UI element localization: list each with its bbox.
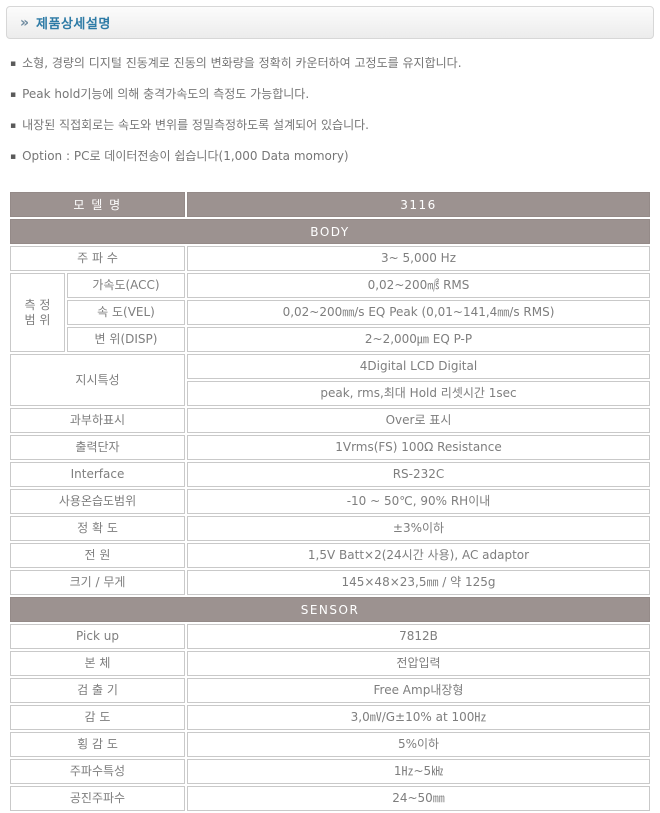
spec-value-cell: 1Vrms(FS) 100Ω Resistance — [187, 435, 650, 460]
table-row: 주파수특성 1㎐~5㎑ — [10, 759, 650, 784]
spec-value-cell: 24~50㎜ — [187, 786, 650, 811]
feature-text: Option : PC로 데이터전송이 쉽습니다(1,000 Data momo… — [22, 149, 349, 163]
spec-value-cell: 145×48×23,5㎜ / 약 125g — [187, 570, 650, 595]
spec-value-cell: ±3%이하 — [187, 516, 650, 541]
feature-item: ▪ 소형, 경량의 디지털 진동계로 진동의 변화량을 정확히 카운터하여 고정도… — [10, 56, 650, 71]
table-row: Interface RS-232C — [10, 462, 650, 487]
table-row: 주 파 수 3~ 5,000 Hz — [10, 246, 650, 271]
spec-table: 모 델 명 3116 BODY 주 파 수 3~ 5,000 Hz 측 정 범 위 가속… — [8, 190, 652, 813]
spec-label-cell: 지시특성 — [10, 354, 185, 406]
table-row: 공진주파수 24~50㎜ — [10, 786, 650, 811]
spec-label-cell: 전 원 — [10, 543, 185, 568]
spec-value-cell: 3,0㎷/G±10% at 100㎐ — [187, 705, 650, 730]
feature-text: 소형, 경량의 디지털 진동계로 진동의 변화량을 정확히 카운터하여 고정도를… — [22, 56, 462, 70]
spec-label-cell: 정 확 도 — [10, 516, 185, 541]
table-row: 측 정 범 위 가속도(ACC) 0,02~200㎨ RMS — [10, 273, 650, 352]
spec-value-cell: 전압입력 — [187, 651, 650, 676]
spec-label-cell: 크기 / 무게 — [10, 570, 185, 595]
spec-label-cell: 출력단자 — [10, 435, 185, 460]
spec-label-cell: 감 도 — [10, 705, 185, 730]
section-band-cell: BODY — [10, 219, 650, 244]
feature-text: Peak hold기능에 의해 충격가속도의 측정도 가능합니다. — [22, 87, 310, 101]
section-titlebar: » 제품상세설명 — [6, 6, 654, 39]
spec-label-cell: Pick up — [10, 624, 185, 649]
spec-label-cell: 공진주파수 — [10, 786, 185, 811]
spec-label-cell: 횡 감 도 — [10, 732, 185, 757]
table-row: 감 도 3,0㎷/G±10% at 100㎐ — [10, 705, 650, 730]
section-band-row: SENSOR — [10, 597, 650, 622]
spec-value-cell: -10 ~ 50℃, 90% RH이내 — [187, 489, 650, 514]
table-row: peak, rms,최대 Hold 리셋시간 1sec — [10, 381, 650, 406]
table-row: 출력단자 1Vrms(FS) 100Ω Resistance — [10, 435, 650, 460]
spec-value-cell: RS-232C — [187, 462, 650, 487]
spec-label-cell: Interface — [10, 462, 185, 487]
spec-value-cell: 7812B — [187, 624, 650, 649]
spec-label-cell: 사용온습도범위 — [10, 489, 185, 514]
table-row: 크기 / 무게 145×48×23,5㎜ / 약 125g — [10, 570, 650, 595]
spec-value-cell: peak, rms,최대 Hold 리셋시간 1sec — [187, 381, 650, 406]
spec-label-cell: 측 정 범 위 — [10, 273, 65, 352]
section-band-cell: SENSOR — [10, 597, 650, 622]
spec-value-cell: Over로 표시 — [187, 408, 650, 433]
table-row: 정 확 도 ±3%이하 — [10, 516, 650, 541]
table-row: 사용온습도범위 -10 ~ 50℃, 90% RH이내 — [10, 489, 650, 514]
feature-list: ▪ 소형, 경량의 디지털 진동계로 진동의 변화량을 정확히 카운터하여 고정도… — [10, 56, 650, 180]
spec-value-cell: 2~2,000㎛ EQ P-P — [187, 327, 650, 352]
spec-label-cell: 본 체 — [10, 651, 185, 676]
spec-value-cell: Free Amp내장형 — [187, 678, 650, 703]
bullet-square-icon: ▪ — [10, 121, 17, 131]
feature-text: 내장된 직접회로는 속도와 변위를 정밀측정하도록 설계되어 있습니다. — [22, 118, 369, 132]
spec-value-cell: 1㎐~5㎑ — [187, 759, 650, 784]
table-header-row: 모 델 명 3116 — [10, 192, 650, 217]
page-title: 제품상세설명 — [36, 17, 111, 32]
table-row: 횡 감 도 5%이하 — [10, 732, 650, 757]
table-row: 검 출 기 Free Amp내장형 — [10, 678, 650, 703]
model-label-cell: 모 델 명 — [10, 192, 185, 217]
spec-sublabel-cell: 가속도(ACC) — [67, 273, 185, 298]
table-row: Pick up 7812B — [10, 624, 650, 649]
spec-sublabel-cell: 속 도(VEL) — [67, 300, 185, 325]
table-row: 본 체 전압입력 — [10, 651, 650, 676]
model-value-cell: 3116 — [187, 192, 650, 217]
spec-sublabel-cell: 변 위(DISP) — [67, 327, 185, 352]
bullet-square-icon: ▪ — [10, 59, 17, 69]
spec-value-cell: 1,5V Batt×2(24시간 사용), AC adaptor — [187, 543, 650, 568]
bullet-square-icon: ▪ — [10, 152, 17, 162]
spec-value-cell: 4Digital LCD Digital — [187, 354, 650, 379]
spec-label-cell: 주파수특성 — [10, 759, 185, 784]
feature-item: ▪ Option : PC로 데이터전송이 쉽습니다(1,000 Data mom… — [10, 149, 650, 164]
bullet-square-icon: ▪ — [10, 90, 17, 100]
double-chevron-icon: » — [20, 14, 30, 31]
feature-item: ▪ 내장된 직접회로는 속도와 변위를 정밀측정하도록 설계되어 있습니다. — [10, 118, 650, 133]
table-row: 지시특성 4Digital LCD Digital — [10, 354, 650, 406]
section-band-row: BODY — [10, 219, 650, 244]
spec-value-cell: 0,02~200㎜/s EQ Peak (0,01~141,4㎜/s RMS) — [187, 300, 650, 325]
spec-value-cell: 3~ 5,000 Hz — [187, 246, 650, 271]
spec-value-cell: 5%이하 — [187, 732, 650, 757]
table-row: 변 위(DISP) 2~2,000㎛ EQ P-P — [10, 327, 650, 352]
table-row: 속 도(VEL) 0,02~200㎜/s EQ Peak (0,01~141,4㎜… — [10, 300, 650, 325]
spec-label-cell: 검 출 기 — [10, 678, 185, 703]
table-row: 전 원 1,5V Batt×2(24시간 사용), AC adaptor — [10, 543, 650, 568]
table-row: 과부하표시 Over로 표시 — [10, 408, 650, 433]
spec-value-cell: 0,02~200㎨ RMS — [187, 273, 650, 298]
feature-item: ▪ Peak hold기능에 의해 충격가속도의 측정도 가능합니다. — [10, 87, 650, 102]
spec-label-cell: 주 파 수 — [10, 246, 185, 271]
spec-label-cell: 과부하표시 — [10, 408, 185, 433]
